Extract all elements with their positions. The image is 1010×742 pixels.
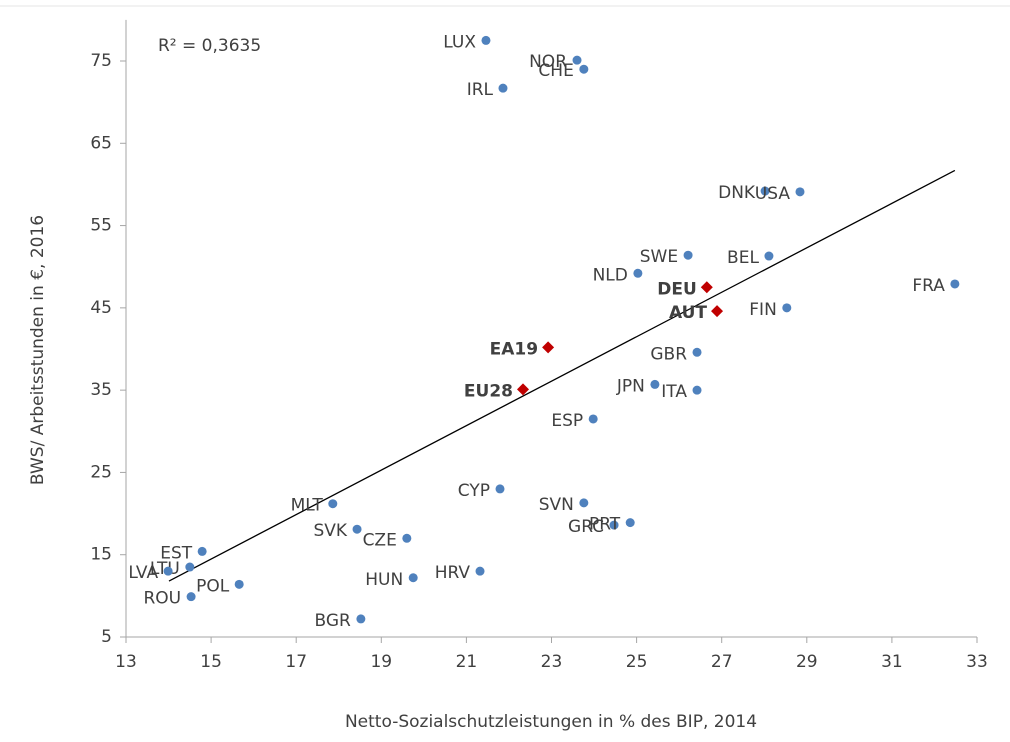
annotation: R² = 0,3635: [158, 36, 261, 56]
point: [516, 383, 529, 396]
point: [633, 268, 643, 278]
x-tick-label: 33: [966, 652, 988, 672]
point: [408, 573, 418, 583]
point: [402, 533, 412, 543]
point-label: AUT: [669, 303, 707, 323]
point: [609, 520, 619, 530]
point: [692, 385, 702, 395]
point-label: BGR: [315, 611, 352, 631]
point: [163, 566, 173, 576]
point-label: CHE: [538, 61, 573, 81]
x-tick-label: 29: [796, 652, 818, 672]
point-label: EA19: [490, 339, 538, 359]
point: [650, 379, 660, 389]
point-label: IRL: [467, 80, 494, 100]
point: [711, 305, 724, 318]
x-tick-label: 21: [456, 652, 478, 672]
point-label: SWE: [640, 247, 678, 267]
point: [475, 566, 485, 576]
point: [328, 499, 338, 509]
x-tick-label: 15: [200, 652, 222, 672]
y-tick-label: 65: [90, 133, 112, 153]
point: [764, 251, 774, 261]
point: [481, 35, 491, 45]
y-axis-label: BWS/ Arbeitsstunden in €, 2016: [28, 215, 48, 485]
point: [760, 186, 770, 196]
point-label: ITA: [661, 382, 687, 402]
point: [234, 579, 244, 589]
point-label: POL: [196, 576, 230, 596]
point-label: GBR: [650, 344, 687, 364]
y-tick-label: 25: [90, 462, 112, 482]
point-label: DEU: [657, 279, 697, 299]
point-label: GRC: [568, 517, 604, 537]
point-label: JPN: [616, 376, 645, 396]
point-label: HUN: [365, 570, 403, 590]
point-label: ROU: [143, 589, 181, 609]
x-axis-label: Netto-Sozialschutzleistungen in % des BI…: [345, 712, 757, 732]
x-tick-label: 13: [115, 652, 137, 672]
point-label: EU28: [464, 381, 513, 401]
point-label: ESP: [551, 411, 583, 431]
x-tick-label: 25: [626, 652, 648, 672]
point: [579, 64, 589, 74]
point-label: NOR: [529, 52, 567, 72]
point: [495, 484, 505, 494]
point-label: SVN: [539, 495, 574, 515]
x-tick-label: 23: [541, 652, 563, 672]
point-label: FIN: [749, 300, 777, 320]
point: [950, 279, 960, 289]
trendline: [168, 169, 956, 582]
point: [683, 250, 693, 260]
x-tick-label: 31: [881, 652, 903, 672]
point-label: HRV: [435, 563, 471, 583]
y-tick-label: 45: [90, 298, 112, 318]
point: [498, 83, 508, 93]
point-label: FRA: [912, 276, 945, 296]
point-label: DNK: [718, 183, 756, 203]
y-tick-label: 15: [90, 545, 112, 565]
x-tick-label: 19: [370, 652, 392, 672]
point-label: MLT: [291, 496, 324, 516]
point: [692, 347, 702, 357]
point: [795, 187, 805, 197]
point-label: EST: [160, 543, 193, 563]
point: [542, 341, 555, 354]
point: [197, 546, 207, 556]
point-label: USA: [755, 184, 791, 204]
y-tick-label: 55: [90, 216, 112, 236]
point-label: BEL: [727, 248, 759, 268]
point: [356, 614, 366, 624]
point: [185, 562, 195, 572]
point: [186, 592, 196, 602]
point-label: NLD: [593, 265, 628, 285]
point: [352, 524, 362, 534]
point-label: LUX: [443, 32, 476, 52]
point-label: PRT: [589, 515, 621, 535]
point-label: CZE: [363, 530, 397, 550]
point: [588, 414, 598, 424]
point: [579, 498, 589, 508]
point-label: SVK: [313, 521, 347, 541]
point-label: CYP: [458, 481, 490, 501]
x-tick-label: 17: [285, 652, 307, 672]
y-tick-label: 5: [101, 627, 112, 647]
y-tick-label: 35: [90, 380, 112, 400]
y-tick-label: 75: [90, 51, 112, 71]
point: [625, 518, 635, 528]
point-label: LVA: [128, 563, 158, 583]
point: [700, 281, 713, 294]
x-tick-label: 27: [711, 652, 733, 672]
point: [572, 55, 582, 65]
point: [782, 303, 792, 313]
